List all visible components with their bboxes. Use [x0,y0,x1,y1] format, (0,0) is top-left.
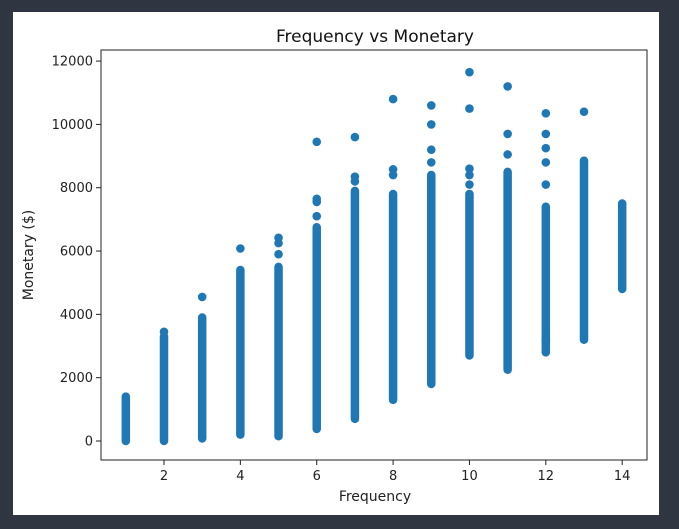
data-point [426,145,436,155]
data-point [465,180,474,189]
y-tick-label: 6000 [60,245,93,260]
data-point [541,109,551,118]
y-tick-label: 10000 [52,118,93,133]
data-point [465,104,474,113]
chart-figure: Frequency vs Monetary 2 4 6 8 10 12 14 0 2000 40… [13,12,659,515]
data-point [503,129,512,139]
data-point [197,292,207,302]
data-point [312,194,322,204]
y-tick-label: 0 [85,435,93,450]
x-tick-label: 14 [614,469,631,484]
data-point [503,150,512,159]
data-point [541,180,551,189]
data-point [312,137,322,147]
data-point [236,244,245,253]
data-point [388,94,398,104]
data-point [426,101,436,110]
data-point [426,120,436,129]
x-tick-label: 12 [538,469,555,484]
data-point [388,165,398,174]
data-point [312,211,322,221]
y-tick-label: 2000 [60,371,93,386]
data-point [350,172,360,181]
scatter-plot: Frequency vs Monetary 2 4 6 8 10 12 14 0 2000 40… [21,27,648,505]
y-tick-label: 8000 [60,181,93,196]
x-tick-label: 2 [160,469,168,484]
x-tick-label: 10 [461,469,478,484]
data-point [426,158,436,167]
x-axis: 2 4 6 8 10 12 14 [160,460,631,484]
data-point [350,132,360,142]
y-tick-label: 4000 [60,308,93,323]
chart-title: Frequency vs Monetary [276,27,474,47]
data-point [541,335,551,344]
data-point [159,327,169,337]
data-point [503,82,512,91]
y-axis-label: Monetary ($) [21,210,37,301]
data-point [541,158,551,167]
data-point [541,143,551,153]
x-axis-label: Frequency [339,489,411,505]
data-point [541,129,551,139]
data-points [121,67,627,446]
x-tick-label: 4 [236,469,244,484]
data-point [274,249,283,259]
x-tick-label: 6 [313,469,321,484]
y-axis: 0 2000 4000 6000 8000 10000 12000 [52,55,101,450]
axes-frame [100,49,648,461]
y-tick-label: 12000 [52,55,93,70]
data-point [465,170,474,180]
data-point [465,164,474,174]
x-tick-label: 8 [389,469,397,484]
data-point [274,233,283,243]
data-point [465,67,474,77]
data-point [579,107,589,117]
